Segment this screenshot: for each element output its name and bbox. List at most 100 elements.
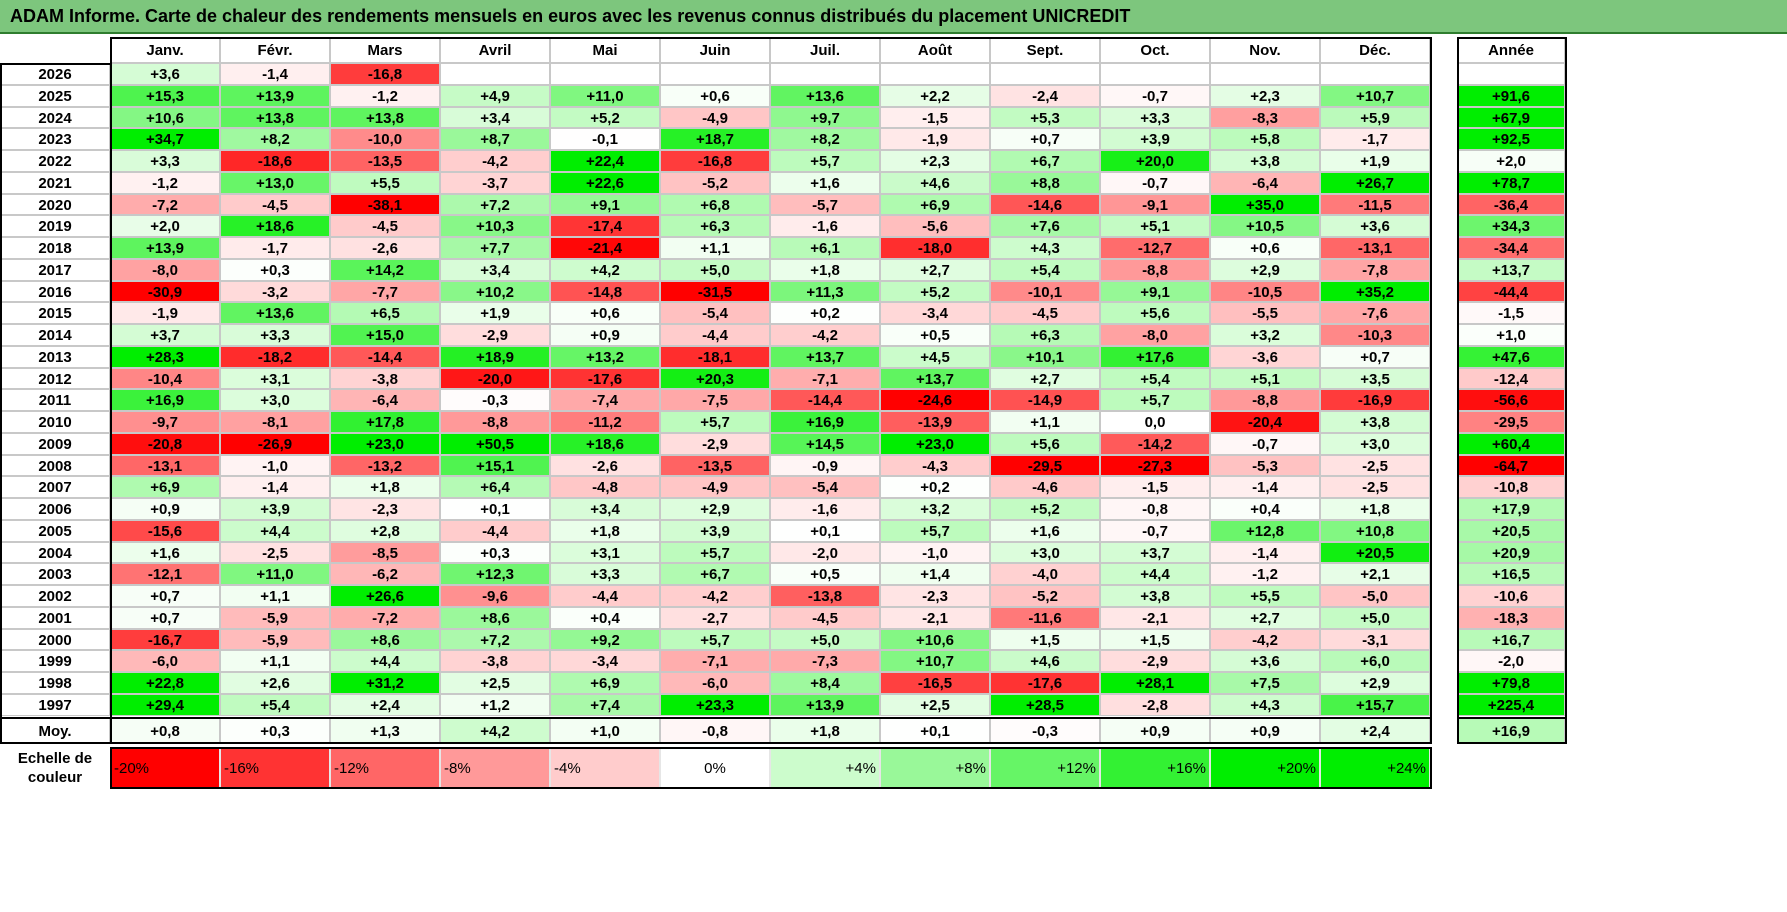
heatmap-cell: +20,5 <box>1320 541 1430 564</box>
year-label: 2008 <box>0 454 110 477</box>
heatmap-cell: +20,0 <box>1100 150 1210 172</box>
heatmap-cell: +7,4 <box>550 693 660 716</box>
annual-total-cell: +16,7 <box>1457 628 1565 651</box>
heatmap-cell: +3,3 <box>220 324 330 346</box>
heatmap-cell: +1,2 <box>440 693 550 716</box>
heatmap-cell: -18,0 <box>880 237 990 259</box>
heatmap-cell: +7,5 <box>1210 672 1320 694</box>
average-cell: +1,0 <box>550 717 660 744</box>
heatmap-cell: +2,9 <box>660 498 770 520</box>
heatmap-cell: +3,1 <box>220 367 330 390</box>
heatmap-cell: +8,2 <box>770 128 880 150</box>
year-label: 2019 <box>0 215 110 237</box>
heatmap-cell: +2,3 <box>880 150 990 172</box>
heatmap-cell: -14,9 <box>990 389 1100 411</box>
heatmap-cell: -5,9 <box>220 606 330 629</box>
heatmap-cell: -0,7 <box>1100 171 1210 194</box>
heatmap-cell: +2,2 <box>880 84 990 107</box>
heatmap-cell: +13,8 <box>220 106 330 129</box>
scale-swatch: +24% <box>1320 748 1430 788</box>
heatmap-cell: +4,6 <box>990 650 1100 672</box>
heatmap-cell: +5,4 <box>1100 367 1210 390</box>
year-label: 1997 <box>0 693 110 716</box>
heatmap-cell: -11,6 <box>990 606 1100 629</box>
heatmap-cell: +2,7 <box>880 258 990 281</box>
heatmap-cell: -1,4 <box>1210 541 1320 564</box>
heatmap-cell: -6,0 <box>110 650 220 672</box>
scale-swatch: -8% <box>440 748 550 788</box>
heatmap-cell: -18,2 <box>220 345 330 368</box>
heatmap-cell: +8,8 <box>990 171 1100 194</box>
heatmap-cell: +4,4 <box>1100 563 1210 585</box>
heatmap-cell: +3,3 <box>110 150 220 172</box>
scale-swatch: 0% <box>660 748 770 788</box>
heatmap-cell: +17,8 <box>330 411 440 433</box>
heatmap-cell: +3,2 <box>880 498 990 520</box>
month-header: Juil. <box>770 37 880 63</box>
heatmap-cell: +0,5 <box>880 324 990 346</box>
heatmap-cell: -1,2 <box>110 171 220 194</box>
heatmap-cell: -7,4 <box>550 389 660 411</box>
heatmap-cell: -17,6 <box>990 672 1100 694</box>
heatmap-cell: +1,9 <box>440 302 550 324</box>
heatmap-cell: -1,6 <box>770 498 880 520</box>
heatmap-cell: -5,7 <box>770 193 880 216</box>
heatmap-cell: -8,0 <box>1100 324 1210 346</box>
heatmap-cell: +9,1 <box>1100 280 1210 303</box>
annual-total-cell: -36,4 <box>1457 193 1565 216</box>
heatmap-cell: +0,2 <box>770 302 880 324</box>
heatmap-cell: +0,3 <box>220 258 330 281</box>
heatmap-cell: +0,1 <box>440 498 550 520</box>
heatmap-cell: -0,7 <box>1100 519 1210 542</box>
heatmap-cell: +6,4 <box>440 476 550 498</box>
heatmap-cell: -12,1 <box>110 563 220 585</box>
heatmap-cell: +18,6 <box>550 432 660 455</box>
heatmap-cell: -4,4 <box>550 585 660 607</box>
heatmap-cell: +3,8 <box>1320 411 1430 433</box>
heatmap-cell: +2,5 <box>880 693 990 716</box>
heatmap-cell: +3,9 <box>220 498 330 520</box>
scale-label: Echelle de couleur <box>17 750 93 786</box>
heatmap-cell: -7,1 <box>660 650 770 672</box>
heatmap-cell: -1,9 <box>880 128 990 150</box>
heatmap-cell: -2,3 <box>330 498 440 520</box>
heatmap-cell: -10,5 <box>1210 280 1320 303</box>
annual-total-cell: +16,5 <box>1457 563 1565 585</box>
month-header: Mars <box>330 37 440 63</box>
heatmap-cell: +3,4 <box>550 498 660 520</box>
heatmap-cell: +11,0 <box>550 84 660 107</box>
heatmap-cell: +1,1 <box>220 585 330 607</box>
heatmap-cell: +0,7 <box>990 128 1100 150</box>
year-label: 2021 <box>0 171 110 194</box>
heatmap-cell: -11,5 <box>1320 193 1430 216</box>
heatmap-cell: +8,4 <box>770 672 880 694</box>
heatmap-cell: +13,9 <box>220 84 330 107</box>
scale-swatch: -16% <box>220 748 330 788</box>
heatmap-cell: +3,6 <box>1320 215 1430 237</box>
heatmap-cell: -10,1 <box>990 280 1100 303</box>
heatmap-cell: +5,9 <box>1320 106 1430 129</box>
heatmap-cell: +4,2 <box>550 258 660 281</box>
heatmap-cell: +18,6 <box>220 215 330 237</box>
heatmap-cell: +23,0 <box>880 432 990 455</box>
year-label: 2002 <box>0 585 110 607</box>
heatmap-cell: +13,2 <box>550 345 660 368</box>
heatmap-cell: +4,4 <box>220 519 330 542</box>
heatmap-cell: +28,5 <box>990 693 1100 716</box>
heatmap-cell: +3,2 <box>1210 324 1320 346</box>
year-label: 2009 <box>0 432 110 455</box>
heatmap-cell: +1,6 <box>770 171 880 194</box>
average-cell: +2,4 <box>1320 717 1430 744</box>
heatmap-cell <box>660 63 770 85</box>
heatmap-cell: -14,8 <box>550 280 660 303</box>
heatmap-cell: +6,5 <box>330 302 440 324</box>
annual-total-cell: +2,0 <box>1457 150 1565 172</box>
heatmap-cell: -1,7 <box>1320 128 1430 150</box>
year-label: 2014 <box>0 324 110 346</box>
annual-total-cell: -34,4 <box>1457 237 1565 259</box>
heatmap-cell: -7,2 <box>110 193 220 216</box>
month-header: Oct. <box>1100 37 1210 63</box>
scale-swatch: -12% <box>330 748 440 788</box>
heatmap-cell: +7,6 <box>990 215 1100 237</box>
heatmap-cell: +0,7 <box>1320 345 1430 368</box>
